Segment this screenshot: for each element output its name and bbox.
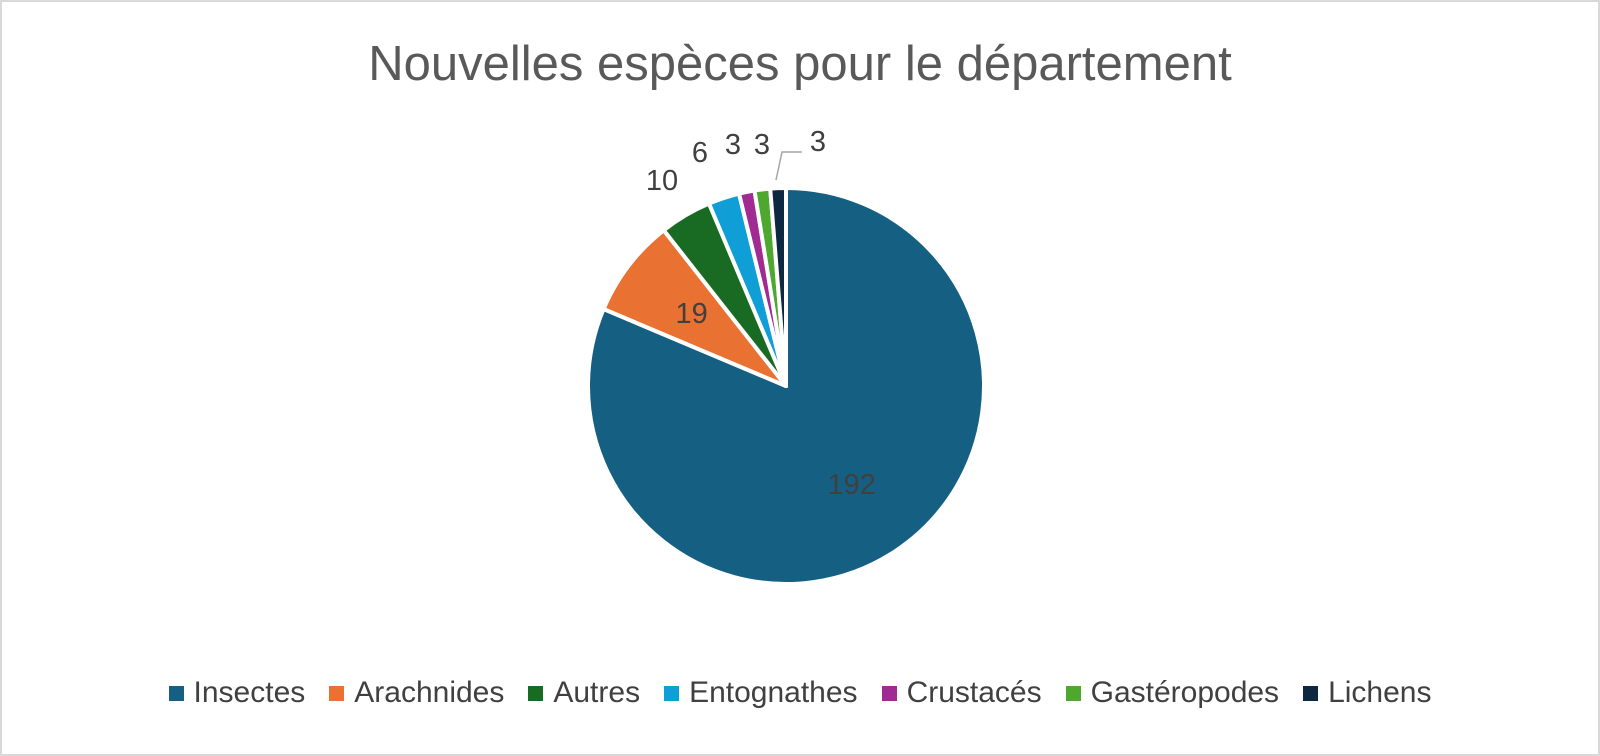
pie-slice-insectes (586, 186, 986, 586)
legend-swatch-entognathes (664, 685, 680, 701)
legend-label-entognathes: Entognathes (689, 676, 858, 709)
data-label-insectes: 192 (827, 469, 875, 501)
data-label-arachnides: 19 (675, 298, 707, 330)
legend-item-arachnides: Arachnides (329, 676, 504, 710)
legend-item-lichens: Lichens (1303, 676, 1431, 710)
data-label-autres: 10 (646, 165, 678, 197)
legend-swatch-gasteropodes (1065, 685, 1081, 701)
pie-slice-lichens (768, 186, 788, 388)
data-label-gasteropodes: 3 (754, 129, 770, 161)
data-label-entognathes: 6 (692, 137, 708, 169)
legend-label-crustaces: Crustacés (906, 676, 1042, 709)
legend-swatch-lichens (1303, 685, 1319, 701)
legend-item-entognathes: Entognathes (664, 676, 858, 710)
legend-item-gasteropodes: Gastéropodes (1065, 676, 1280, 710)
legend-label-lichens: Lichens (1328, 676, 1432, 709)
legend-label-insectes: Insectes (193, 676, 306, 709)
legend-label-gasteropodes: Gastéropodes (1090, 676, 1280, 709)
legend-swatch-autres (528, 685, 544, 701)
legend-item-insectes: Insectes (168, 676, 306, 710)
chart-title: Nouvelles espèces pour le département (368, 37, 1232, 91)
legend-item-crustaces: Crustacés (881, 676, 1042, 710)
legend-swatch-insectes (168, 685, 184, 701)
legend-swatch-crustaces (881, 685, 897, 701)
legend-item-autres: Autres (528, 676, 640, 710)
data-label-crustaces: 3 (725, 129, 741, 161)
chart-legend: Insectes Arachnides Autres Entognathes Crust… (0, 676, 1600, 710)
data-label-lichens: 3 (810, 126, 826, 158)
legend-swatch-arachnides (329, 685, 345, 701)
legend-label-arachnides: Arachnides (354, 676, 505, 709)
leader-line-lichens (775, 151, 802, 181)
legend-label-autres: Autres (553, 676, 641, 709)
